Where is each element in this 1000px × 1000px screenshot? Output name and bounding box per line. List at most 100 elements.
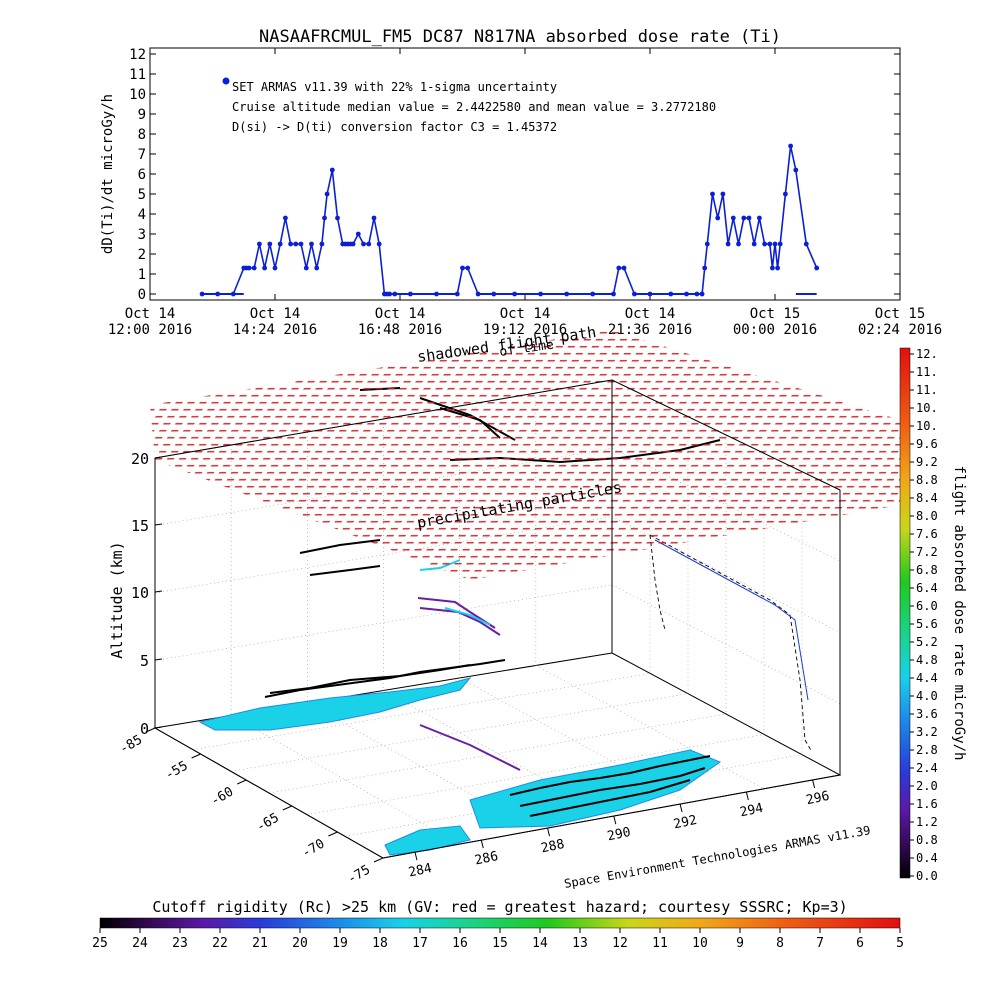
dose-colorbar-tick-label: 0.4: [916, 851, 938, 865]
y-tick-label: 7: [138, 147, 146, 163]
dose-rate-point: [288, 241, 293, 247]
longitude-tick-label: 284: [407, 861, 433, 881]
altitude-tick-label: 20: [131, 450, 149, 468]
dose-colorbar-ticks: 12. 11. 11. 10. 10. 9.6 9.2 8.8 8.4 8.0 7.6 7.2 6.8 6…: [910, 347, 938, 883]
rigidity-colorbar: [99, 917, 901, 929]
rigidity-colorbar-tick-label: 11: [652, 936, 668, 951]
altitude-tick-label: 15: [131, 517, 149, 535]
x-tick-label-time: 14:24 2016: [233, 322, 317, 338]
legend-line-2: Cruise altitude median value = 2.4422580…: [232, 100, 716, 114]
longitude-tick: [812, 779, 816, 789]
dose-rate-point: [736, 241, 741, 247]
dose-rate-point: [715, 215, 721, 221]
dose-colorbar-tick-label: 6.0: [916, 599, 938, 613]
dose-rate-point: [319, 241, 325, 247]
longitude-tick: [547, 827, 551, 837]
grid-line: [306, 734, 765, 815]
longitude-tick: [613, 815, 617, 825]
rigidity-colorbar-ticks: 25 24 23 22 21 20 19 18 17 16 15 14 13 12 11 10 9 8 7 6 5: [92, 928, 904, 951]
dose-rate-point: [730, 215, 736, 221]
dose-colorbar-tick-label: 8.4: [916, 491, 938, 505]
dose-rate-point: [251, 265, 257, 271]
dose-rate-line: [202, 145, 818, 295]
x-tick-label-date: Oct 14: [500, 306, 551, 322]
longitude-tick: [679, 803, 683, 813]
dose-rate-point: [355, 231, 361, 237]
latitude-tick-label: -65: [254, 810, 282, 835]
altitude-tick-label: 10: [131, 584, 149, 602]
cutoff-region-south: [469, 749, 722, 829]
altitude-tick: [154, 590, 163, 593]
y-tick-label: 3: [138, 227, 146, 243]
x-tick-label-time: 21:36 2016: [608, 322, 692, 338]
rigidity-colorbar-tick-label: 15: [492, 936, 508, 951]
dose-rate-point: [767, 241, 773, 247]
legend-line-3: D(si) -> D(ti) conversion factor C3 = 1.…: [232, 120, 557, 134]
x-tick-label-date: Oct 14: [375, 306, 426, 322]
dose-rate-point: [775, 265, 780, 271]
dose-rate-point: [770, 265, 775, 271]
dose-rate-point: [267, 241, 273, 247]
rigidity-colorbar-tick-label: 25: [92, 936, 108, 951]
dose-colorbar-tick-label: 12.: [916, 347, 938, 361]
y-tick-label: 2: [138, 247, 146, 263]
altitude-tick: [154, 456, 163, 459]
longitude-tick-label: 290: [606, 825, 632, 845]
rigidity-colorbar-tick-label: 20: [292, 936, 308, 951]
rigidity-colorbar-tick-label: 12: [612, 936, 628, 951]
grid-line: [535, 665, 764, 790]
dose-colorbar-tick-label: 11.: [916, 365, 938, 379]
dose-colorbar-tick-label: 11.: [916, 383, 938, 397]
latitude-tick: [328, 831, 338, 837]
altitude-tick-label: 5: [140, 652, 149, 670]
dose-colorbar-label: flight absorbed dose rate microGy/h: [951, 465, 967, 760]
x-tick-label-date: Oct 14: [625, 306, 676, 322]
dose-colorbar-tick-label: 0.0: [916, 869, 938, 883]
latitude-tick: [373, 857, 384, 863]
latitude-tick: [282, 805, 293, 811]
dose-colorbar-tick-label: 5.2: [916, 635, 938, 649]
y-tick-label: 6: [138, 167, 146, 183]
rigidity-colorbar-tick-label: 8: [776, 936, 784, 951]
longitude-tick-label: 286: [473, 849, 499, 869]
dose-rate-point: [621, 265, 627, 271]
dose-rate-point: [704, 241, 710, 247]
dose-rate-point: [475, 291, 481, 297]
dose-colorbar-tick-label: 2.4: [916, 761, 938, 775]
rigidity-colorbar-label: Cutoff rigidity (Rc) >25 km (GV: red = g…: [152, 898, 847, 916]
latitude-tick: [236, 779, 247, 785]
dose-rate-point: [324, 191, 330, 197]
altitude-tick: [154, 726, 163, 729]
dose-rate-point: [262, 265, 267, 271]
dose-colorbar-tick-label: 4.0: [916, 689, 938, 703]
x-tick-label-time: 12:00 2016: [108, 322, 192, 338]
wall-edge-top-left: [154, 379, 613, 459]
x-tick-label-date: Oct 14: [125, 306, 176, 322]
rigidity-colorbar-tick-label: 16: [452, 936, 468, 951]
dose-colorbar-tick-label: 8.8: [916, 473, 938, 487]
dose-rate-point: [762, 241, 767, 247]
dose-rate-point: [803, 241, 809, 247]
dose-rate-point: [720, 191, 726, 197]
dose-rate-point: [283, 215, 288, 221]
dose-rate-point: [277, 241, 283, 247]
dose-rate-point: [335, 215, 340, 221]
dose-colorbar-tick-label: 5.6: [916, 617, 938, 631]
dose-rate-point: [772, 241, 778, 247]
cutoff-region-southwest: [384, 825, 471, 856]
longitude-tick: [414, 852, 418, 861]
longitude-tick-label: 296: [805, 789, 831, 809]
rigidity-colorbar-tick-label: 6: [856, 936, 864, 951]
y-tick-label: 8: [138, 127, 146, 143]
longitude-tick-label: 294: [739, 801, 765, 821]
dose-colorbar-tick-label: 7.6: [916, 527, 938, 541]
dose-rate-point: [366, 241, 372, 247]
altitude-tick: [154, 523, 163, 526]
y-tick-label: 4: [138, 207, 146, 223]
longitude-tick: [480, 840, 484, 849]
dose-colorbar-tick-label: 10.: [916, 401, 938, 415]
legend: SET ARMAS v11.39 with 22% 1-sigma uncert…: [222, 77, 716, 134]
rigidity-colorbar-tick-label: 23: [172, 936, 188, 951]
dose-colorbar-tick-label: 9.6: [916, 437, 938, 451]
